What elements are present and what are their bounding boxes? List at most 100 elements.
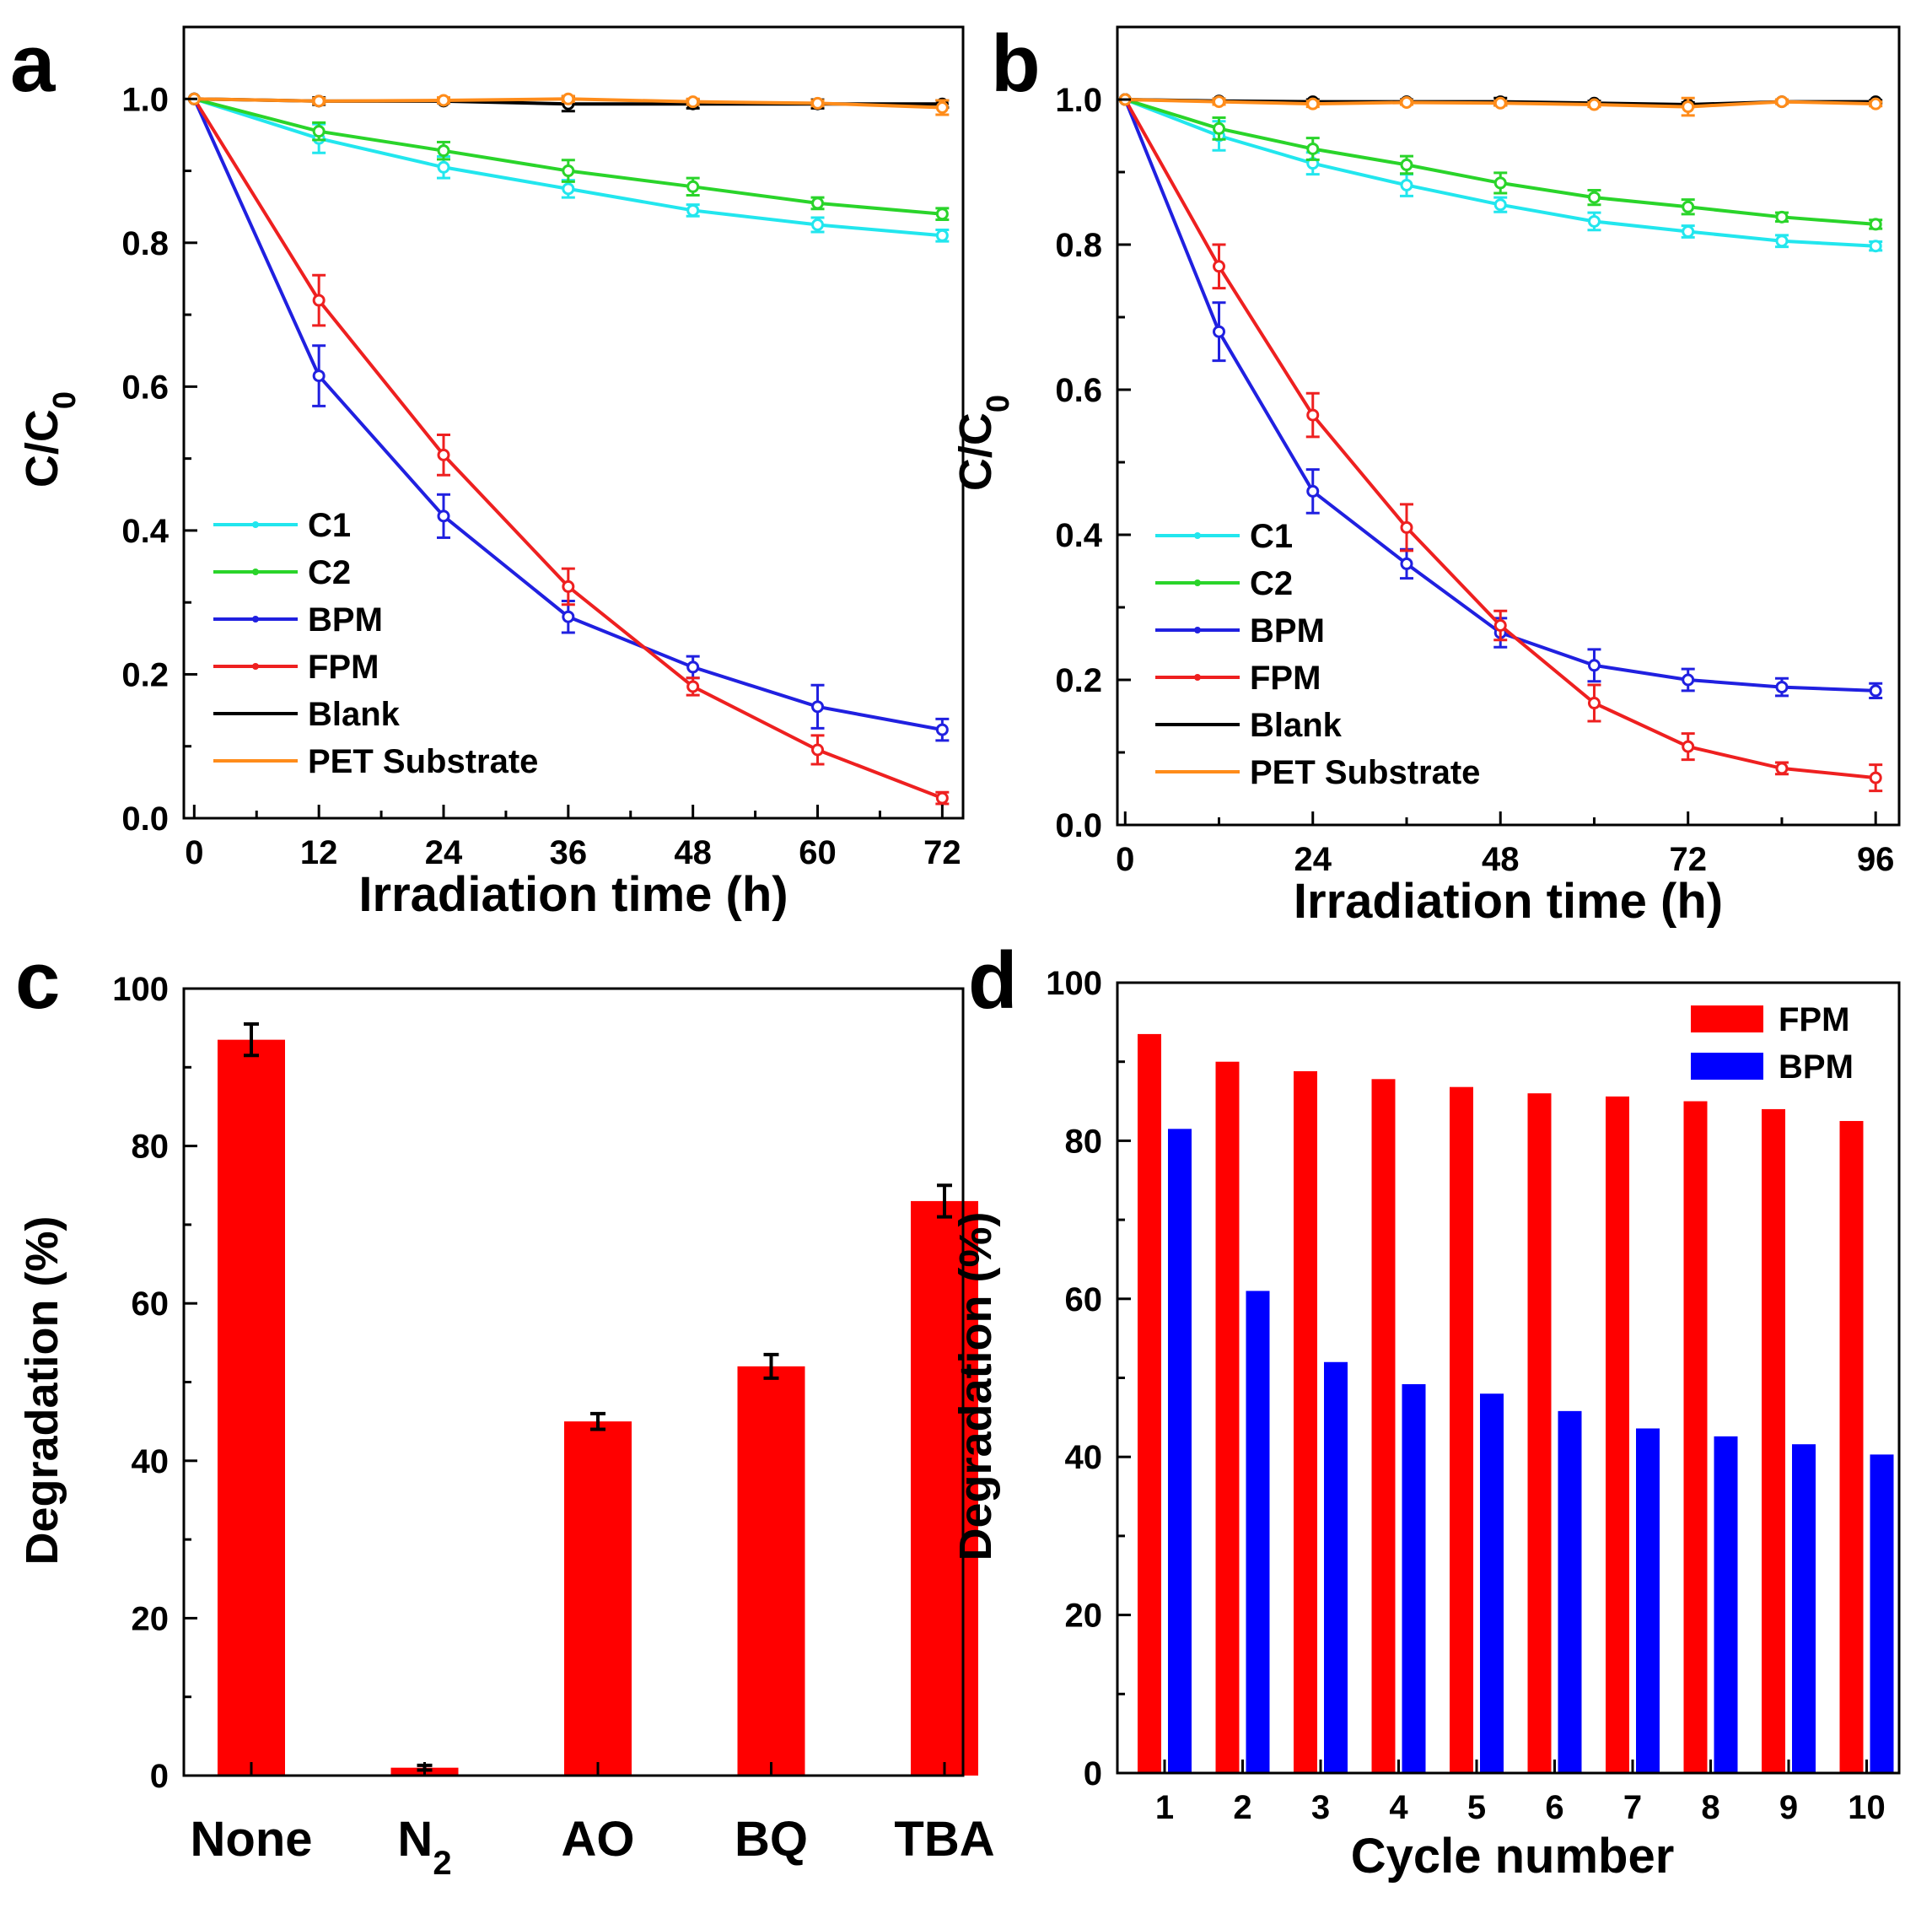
y-tick-label: 80 [132, 1129, 170, 1166]
bar [1636, 1428, 1660, 1773]
y-axis-title-subscript: 0 [981, 395, 1016, 412]
data-point [312, 369, 326, 383]
legend-label: C2 [1250, 565, 1293, 602]
x-tick-label: 12 [300, 834, 338, 871]
data-point [1775, 210, 1789, 224]
data-point [562, 92, 575, 105]
data-point [1493, 198, 1507, 212]
bar [1215, 1061, 1240, 1773]
x-tick-label: 96 [1857, 841, 1895, 878]
y-tick-label: 0 [1084, 1755, 1102, 1792]
category-label: 4 [1389, 1789, 1408, 1826]
data-point [562, 164, 575, 178]
y-tick-label: 100 [112, 971, 169, 1008]
category-label: 1 [1155, 1789, 1174, 1826]
legend-label: Blank [1250, 707, 1343, 744]
data-point [1587, 659, 1601, 672]
data-point [562, 182, 575, 196]
y-axis-title: C/C0 [950, 395, 1016, 491]
category-label: TBA [894, 1812, 994, 1867]
data-point [1213, 325, 1226, 338]
data-point [811, 96, 825, 110]
legend-marker [252, 569, 259, 575]
data-point [437, 94, 450, 107]
x-tick-label: 72 [923, 834, 961, 871]
y-axis-title-subscript: 0 [47, 391, 83, 409]
legend-label: FPM [1779, 1001, 1849, 1038]
legend-label: FPM [308, 649, 379, 686]
data-point [1587, 214, 1601, 228]
bar [1762, 1108, 1785, 1773]
legend-label: Blank [308, 696, 401, 733]
legend-label: BPM [1250, 612, 1325, 649]
data-point [562, 610, 575, 623]
bar [1683, 1101, 1708, 1773]
x-tick-label: 48 [1482, 841, 1520, 878]
legend-marker [252, 521, 259, 528]
x-tick-label: 0 [185, 834, 203, 871]
panel-label: a [10, 19, 56, 109]
data-point [1775, 762, 1789, 775]
bar [218, 1039, 285, 1776]
bar [564, 1421, 632, 1776]
data-point [1869, 771, 1882, 784]
x-axis-title: Cycle number [1351, 1829, 1675, 1884]
data-point [1493, 619, 1507, 632]
data-point [1682, 740, 1695, 753]
data-point [811, 743, 825, 757]
y-tick-label: 40 [132, 1443, 170, 1480]
data-point [935, 101, 949, 115]
series-fpm [187, 92, 950, 806]
y-tick-label: 0.4 [121, 513, 169, 550]
data-point [1493, 96, 1507, 110]
y-tick-label: 100 [1046, 965, 1102, 1002]
data-point [1587, 98, 1601, 111]
y-tick-label: 0.8 [1055, 227, 1102, 264]
y-tick-label: 0 [150, 1758, 169, 1795]
data-point [935, 208, 949, 221]
y-tick-label: 1.0 [121, 81, 169, 118]
legend-marker [252, 616, 259, 623]
y-tick-label: 0.8 [121, 225, 169, 262]
data-point [1775, 95, 1789, 109]
bar [1870, 1454, 1894, 1773]
category-label: AO [562, 1812, 635, 1867]
data-point [1869, 240, 1882, 253]
data-point [811, 197, 825, 210]
legend-marker [1194, 532, 1201, 539]
y-tick-label: 60 [132, 1285, 170, 1323]
chart-a: 0 12 24 36 48 60 72 0.0 0.2 0.4 0.6 0.8 1.0 Irradiati… [10, 19, 965, 922]
chart-d: 0 20 40 60 80 100 1 2 3 4 5 6 7 8 9 10 Cycle number Degra… [950, 935, 1901, 1884]
data-point [437, 448, 450, 461]
panel-label: c [15, 935, 60, 1026]
y-tick-label: 0.0 [1055, 807, 1102, 844]
series-bpm [187, 92, 950, 742]
data-point [1682, 100, 1695, 114]
legend-label: C1 [308, 507, 351, 544]
x-tick-label: 24 [425, 834, 463, 871]
data-point [1869, 218, 1882, 231]
data-point [686, 660, 700, 674]
y-tick-label: 20 [132, 1600, 170, 1637]
y-tick-label: 0.2 [1055, 662, 1102, 699]
y-tick-label: 0.6 [1055, 372, 1102, 409]
category-label: N2 [397, 1812, 451, 1882]
data-point [1306, 484, 1320, 498]
legend-label: FPM [1250, 660, 1321, 697]
series-pet-substrate [1118, 93, 1883, 117]
panel-label: b [991, 19, 1041, 109]
x-tick-label: 72 [1669, 841, 1707, 878]
category-label-subscript: 2 [433, 1845, 451, 1882]
bar [1138, 1033, 1161, 1773]
data-point [1213, 121, 1226, 135]
data-point [1306, 408, 1320, 422]
data-point [312, 125, 326, 138]
legend-label: BPM [308, 601, 383, 639]
bar [1527, 1093, 1552, 1773]
bar [1606, 1096, 1629, 1773]
data-point [1587, 191, 1601, 204]
legend-marker [1194, 627, 1201, 633]
y-axis-title: Degradation (%) [950, 1211, 1001, 1560]
bar [1371, 1079, 1396, 1773]
y-axis-title: Degradation (%) [17, 1215, 67, 1565]
